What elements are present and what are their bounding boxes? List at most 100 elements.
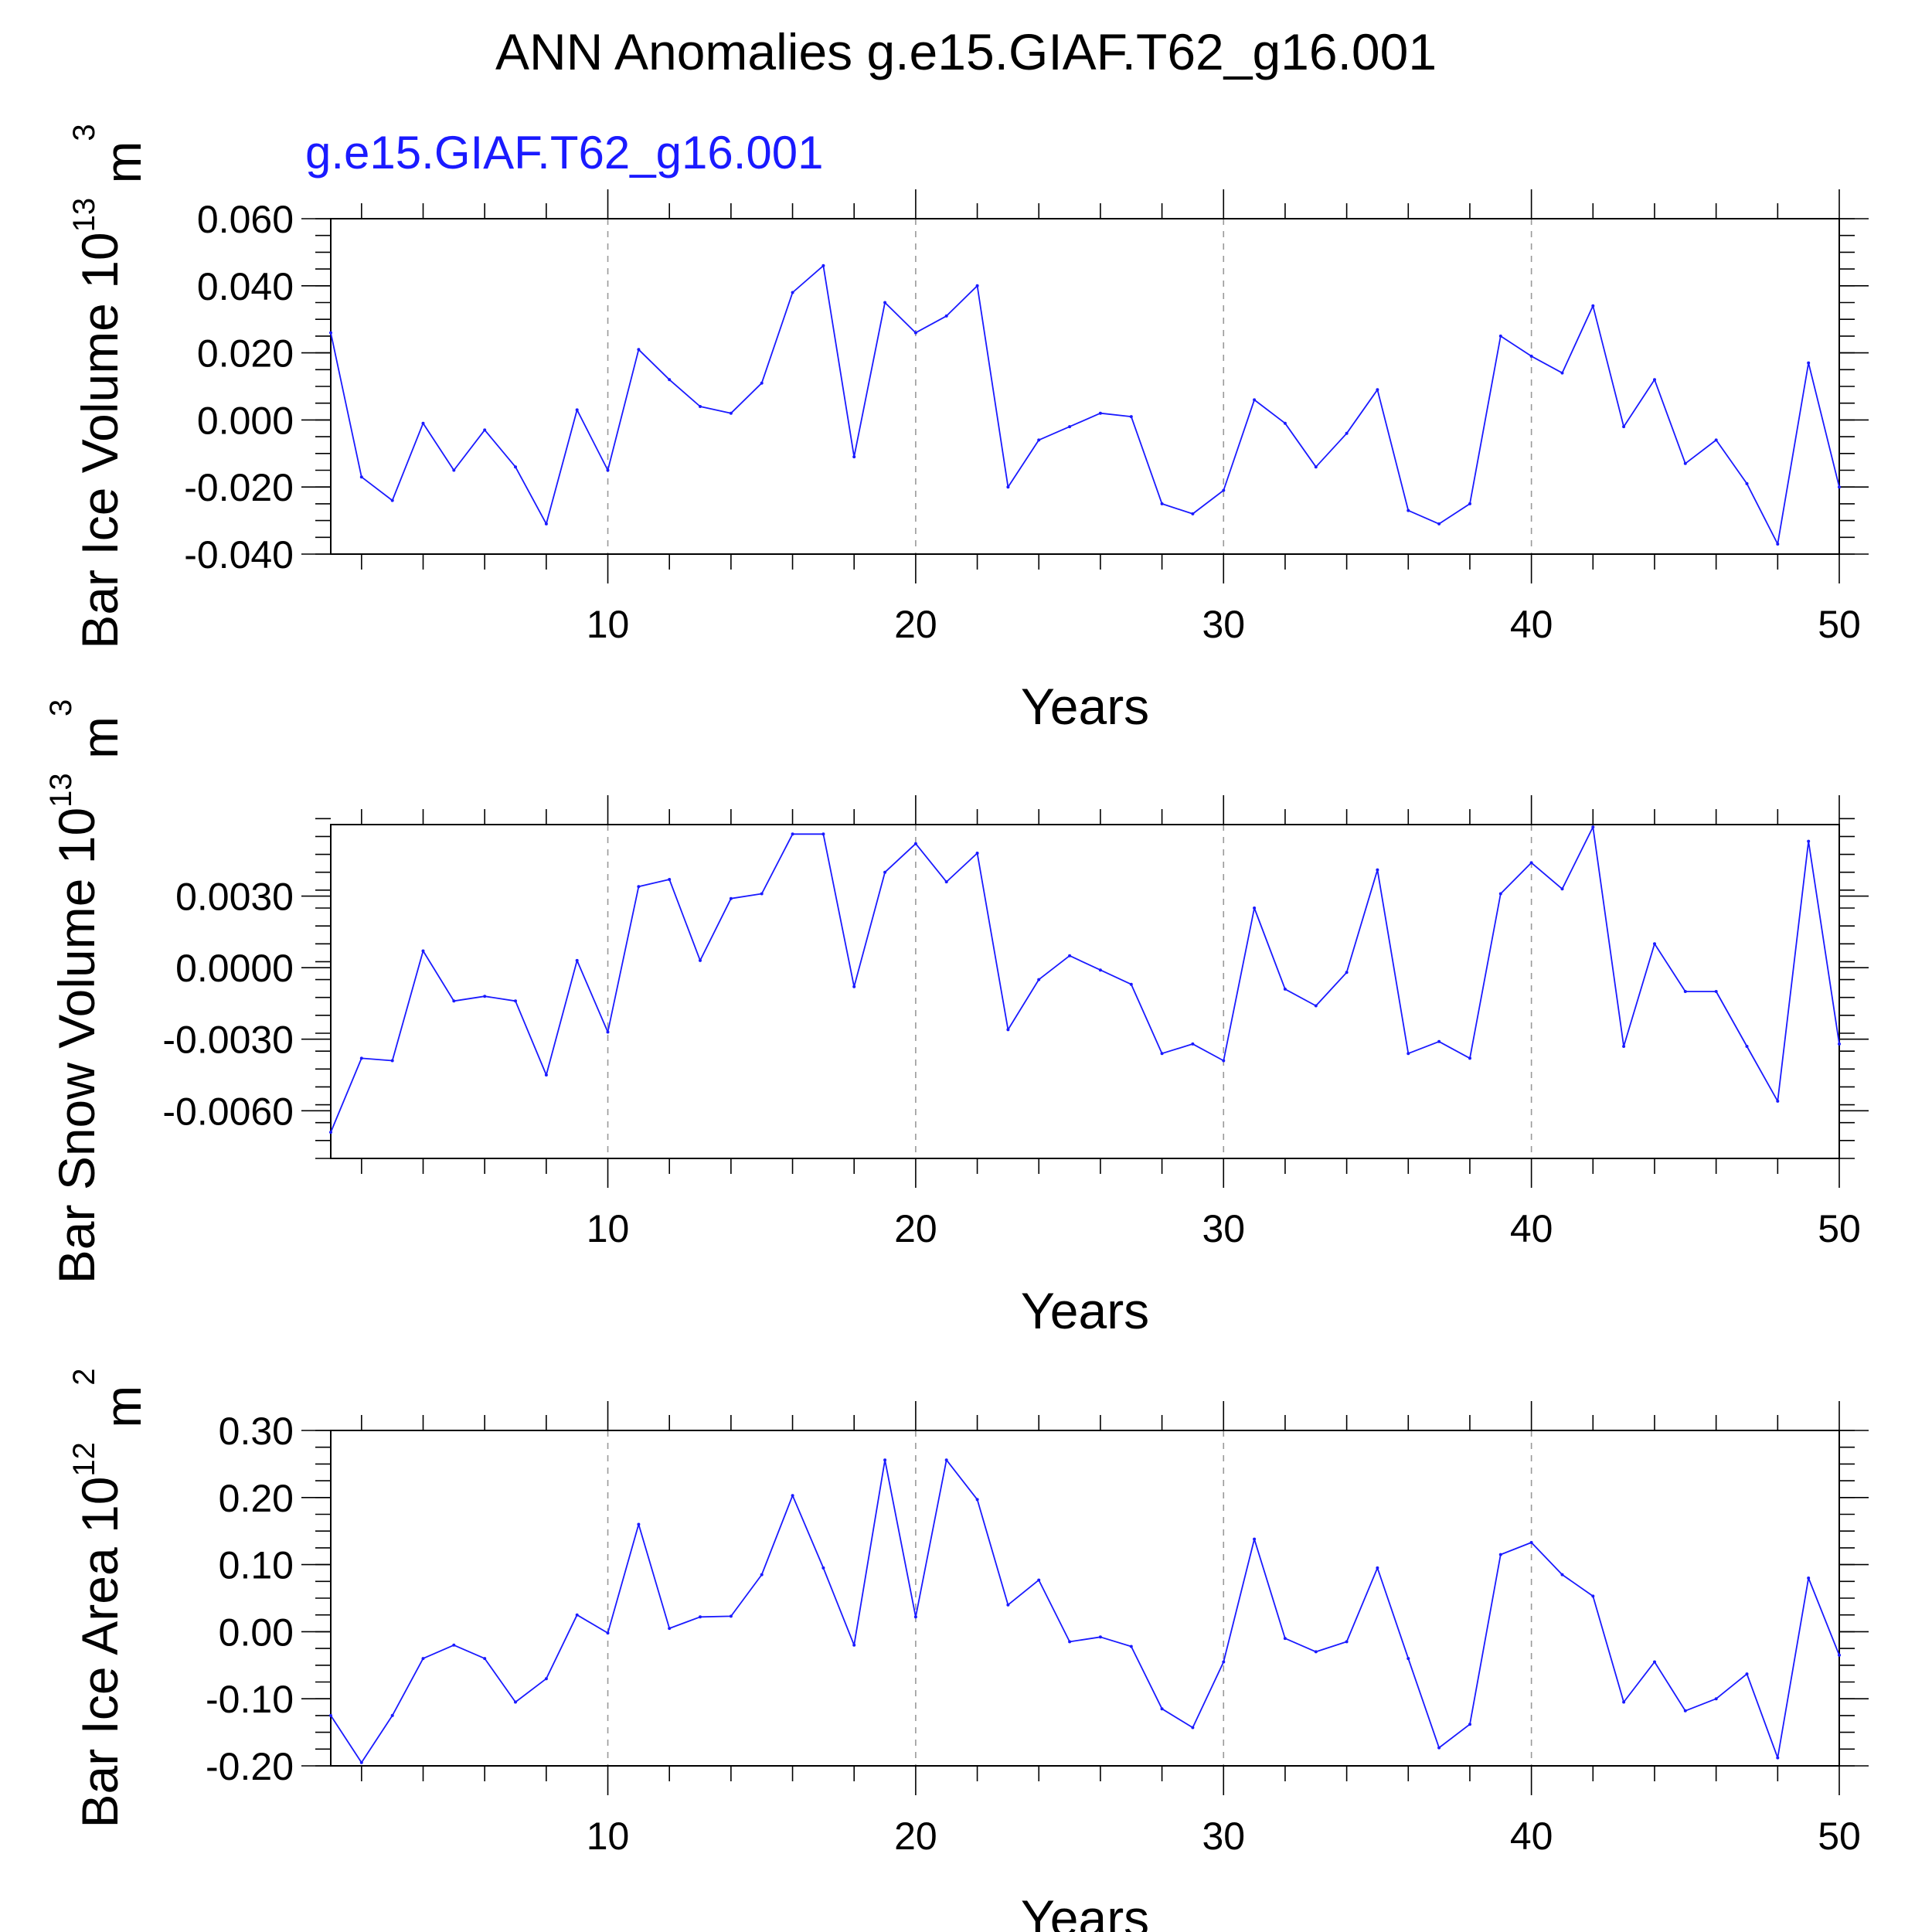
y-tick-label: 0.30 — [219, 1410, 294, 1453]
data-point — [1376, 868, 1379, 872]
data-point — [668, 878, 672, 881]
data-point — [390, 1059, 394, 1063]
data-point — [1437, 1039, 1441, 1043]
x-tick-label: 40 — [1510, 1207, 1553, 1250]
data-point — [1160, 502, 1164, 505]
data-point — [913, 1615, 917, 1619]
data-point — [390, 498, 394, 502]
data-point — [1345, 1640, 1349, 1644]
data-point — [452, 999, 456, 1003]
x-tick-label: 40 — [1510, 1815, 1553, 1858]
data-point — [1498, 892, 1502, 896]
y-tick-label: -0.10 — [206, 1678, 294, 1721]
data-point — [1653, 1660, 1656, 1664]
panel-2: 10 20 30 40 50 -0.0060 -0.0030 0.0000 0.0030 Year… — [44, 699, 1869, 1339]
data-point — [1191, 512, 1195, 515]
data-point — [1191, 1726, 1195, 1730]
y-tick-label: -0.020 — [184, 466, 294, 509]
data-point — [452, 1643, 456, 1647]
data-point — [483, 995, 487, 998]
y-tick-label: 0.10 — [219, 1544, 294, 1587]
figure-title: ANN Anomalies g.e15.GIAF.T62_g16.001 — [495, 23, 1437, 80]
data-point — [1683, 1709, 1687, 1713]
data-point — [606, 1030, 610, 1034]
data-point — [1345, 431, 1349, 435]
data-point — [1376, 388, 1379, 392]
data-point — [329, 1713, 332, 1717]
panel-1: 10 20 30 40 50 -0.040 -0.020 0.000 0.020 0.040 0.0… — [67, 124, 1869, 735]
data-point — [1406, 1052, 1410, 1056]
x-tick-label: 30 — [1202, 1815, 1245, 1858]
y-tick-label: 0.0000 — [175, 947, 294, 990]
data-point — [1129, 1645, 1133, 1648]
data-point — [1776, 1756, 1780, 1760]
data-point — [1838, 1042, 1841, 1046]
x-tick-label: 50 — [1818, 1207, 1861, 1250]
series-line — [330, 826, 1840, 1133]
data-point — [1529, 354, 1533, 358]
data-point — [514, 999, 517, 1003]
data-point — [421, 1657, 425, 1661]
data-point — [1529, 861, 1533, 865]
data-point — [1037, 978, 1041, 981]
data-point — [1807, 361, 1811, 365]
data-point — [1098, 968, 1102, 972]
data-point — [668, 378, 672, 382]
data-point — [760, 381, 764, 385]
data-point — [1406, 1657, 1410, 1661]
y-tick-label: 0.20 — [219, 1477, 294, 1520]
y-axis-title-ylabel-unit: m — [94, 1386, 151, 1442]
data-point — [1498, 334, 1502, 338]
panels: 10 20 30 40 50 -0.040 -0.020 0.000 0.020 0.040 0.0… — [44, 124, 1869, 1932]
x-axis-title: Years — [1021, 1282, 1149, 1339]
data-point — [514, 1700, 517, 1704]
data-point — [329, 331, 332, 335]
y-tick-label: 0.0030 — [175, 876, 294, 919]
data-point — [637, 1522, 641, 1526]
data-point — [1776, 1099, 1780, 1103]
data-point — [637, 885, 641, 889]
data-point — [329, 1131, 332, 1134]
data-point — [791, 1494, 794, 1498]
data-point — [668, 1627, 672, 1631]
data-point — [1129, 982, 1133, 986]
data-point — [1807, 839, 1811, 843]
y-axis-title-ylabel-unit-exp: 3 — [44, 699, 78, 716]
data-point — [452, 468, 456, 472]
y-axis-title: Bar Snow Volume 1013 m3 — [44, 699, 128, 1284]
data-point — [1745, 481, 1749, 485]
data-point — [359, 475, 363, 479]
data-point — [975, 284, 979, 287]
x-tick-label: 10 — [587, 1207, 630, 1250]
data-point — [699, 405, 702, 408]
data-point — [544, 1073, 548, 1077]
data-point — [1560, 371, 1564, 375]
y-tick-label: 0.00 — [219, 1611, 294, 1654]
data-point — [1745, 1672, 1749, 1676]
data-point — [421, 421, 425, 425]
data-point — [883, 1458, 887, 1462]
x-tick-label: 50 — [1818, 603, 1861, 646]
data-point — [1068, 425, 1072, 429]
data-point — [575, 1613, 579, 1617]
data-point — [821, 264, 825, 267]
y-tick-label: 0.000 — [197, 399, 294, 442]
data-point — [729, 896, 733, 900]
x-tick-label: 10 — [587, 603, 630, 646]
data-point — [483, 1657, 487, 1661]
data-point — [821, 1566, 825, 1570]
data-point — [1529, 1541, 1533, 1544]
y-axis-title: Bar Ice Volume 1013 m3 — [67, 124, 151, 648]
x-tick-label: 10 — [587, 1815, 630, 1858]
data-point — [883, 870, 887, 874]
x-tick-label: 20 — [894, 1815, 937, 1858]
y-axis-title-ylabel-unit-exp: 3 — [67, 124, 101, 141]
data-point — [944, 1458, 948, 1462]
data-point — [1714, 438, 1718, 442]
data-point — [359, 1760, 363, 1764]
data-point — [483, 428, 487, 432]
data-point — [544, 1677, 548, 1681]
data-point — [1807, 1577, 1811, 1580]
data-point — [852, 1643, 856, 1647]
data-point — [852, 455, 856, 459]
